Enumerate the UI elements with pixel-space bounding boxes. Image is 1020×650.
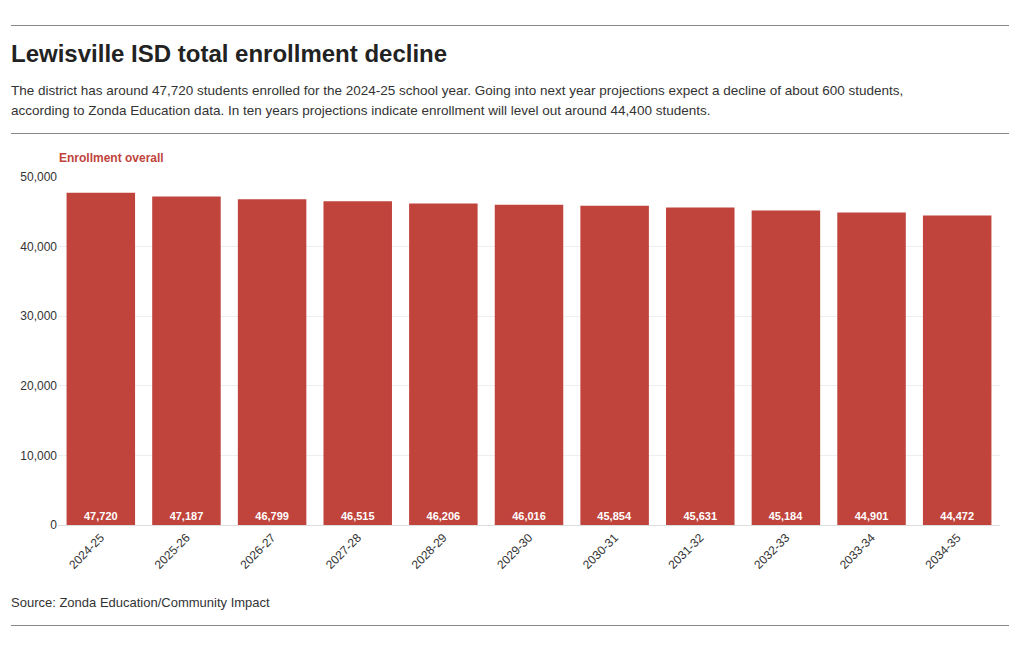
html-text:The district has around 47,720: The district has around 47,720 students …: [11, 83, 904, 98]
svg-text:10,000: 10,000: [20, 449, 57, 463]
svg-text:2033-34: 2033-34: [837, 531, 878, 572]
html-text:Enrollment overall: Enrollment overall: [59, 151, 164, 165]
svg-text:47,720: 47,720: [84, 510, 118, 522]
html-text:Source: Zonda Education/Commun: Source: Zonda Education/Community Impact: [11, 595, 270, 610]
html-text:according to Zonda Education d: according to Zonda Education data. In te…: [11, 103, 711, 118]
svg-text:44,472: 44,472: [940, 510, 974, 522]
svg-text:46,016: 46,016: [512, 510, 546, 522]
svg-text:2032-33: 2032-33: [751, 531, 792, 572]
svg-text:50,000: 50,000: [20, 170, 57, 184]
svg-text:46,515: 46,515: [341, 510, 375, 522]
svg-text:2029-30: 2029-30: [494, 531, 535, 572]
html-text:Lewisville ISD total enrollmen: Lewisville ISD total enrollment decline: [11, 40, 448, 67]
svg-text:47,187: 47,187: [170, 510, 204, 522]
svg-text:46,799: 46,799: [255, 510, 289, 522]
svg-text:20,000: 20,000: [20, 379, 57, 393]
svg-text:2024-25: 2024-25: [66, 531, 107, 572]
svg-text:2031-32: 2031-32: [666, 531, 707, 572]
svg-text:44,901: 44,901: [855, 510, 889, 522]
svg-text:2025-26: 2025-26: [152, 531, 193, 572]
svg-text:2030-31: 2030-31: [580, 531, 621, 572]
svg-text:45,631: 45,631: [683, 510, 717, 522]
svg-text:2026-27: 2026-27: [237, 531, 278, 572]
svg-text:2028-29: 2028-29: [409, 531, 450, 572]
svg-text:2034-35: 2034-35: [922, 531, 963, 572]
svg-text:45,184: 45,184: [769, 510, 804, 522]
svg-text:40,000: 40,000: [20, 240, 57, 254]
svg-text:46,206: 46,206: [427, 510, 461, 522]
svg-text:30,000: 30,000: [20, 309, 57, 323]
svg-text:45,854: 45,854: [597, 510, 632, 522]
svg-text:2027-28: 2027-28: [323, 531, 364, 572]
svg-text:0: 0: [50, 518, 57, 532]
